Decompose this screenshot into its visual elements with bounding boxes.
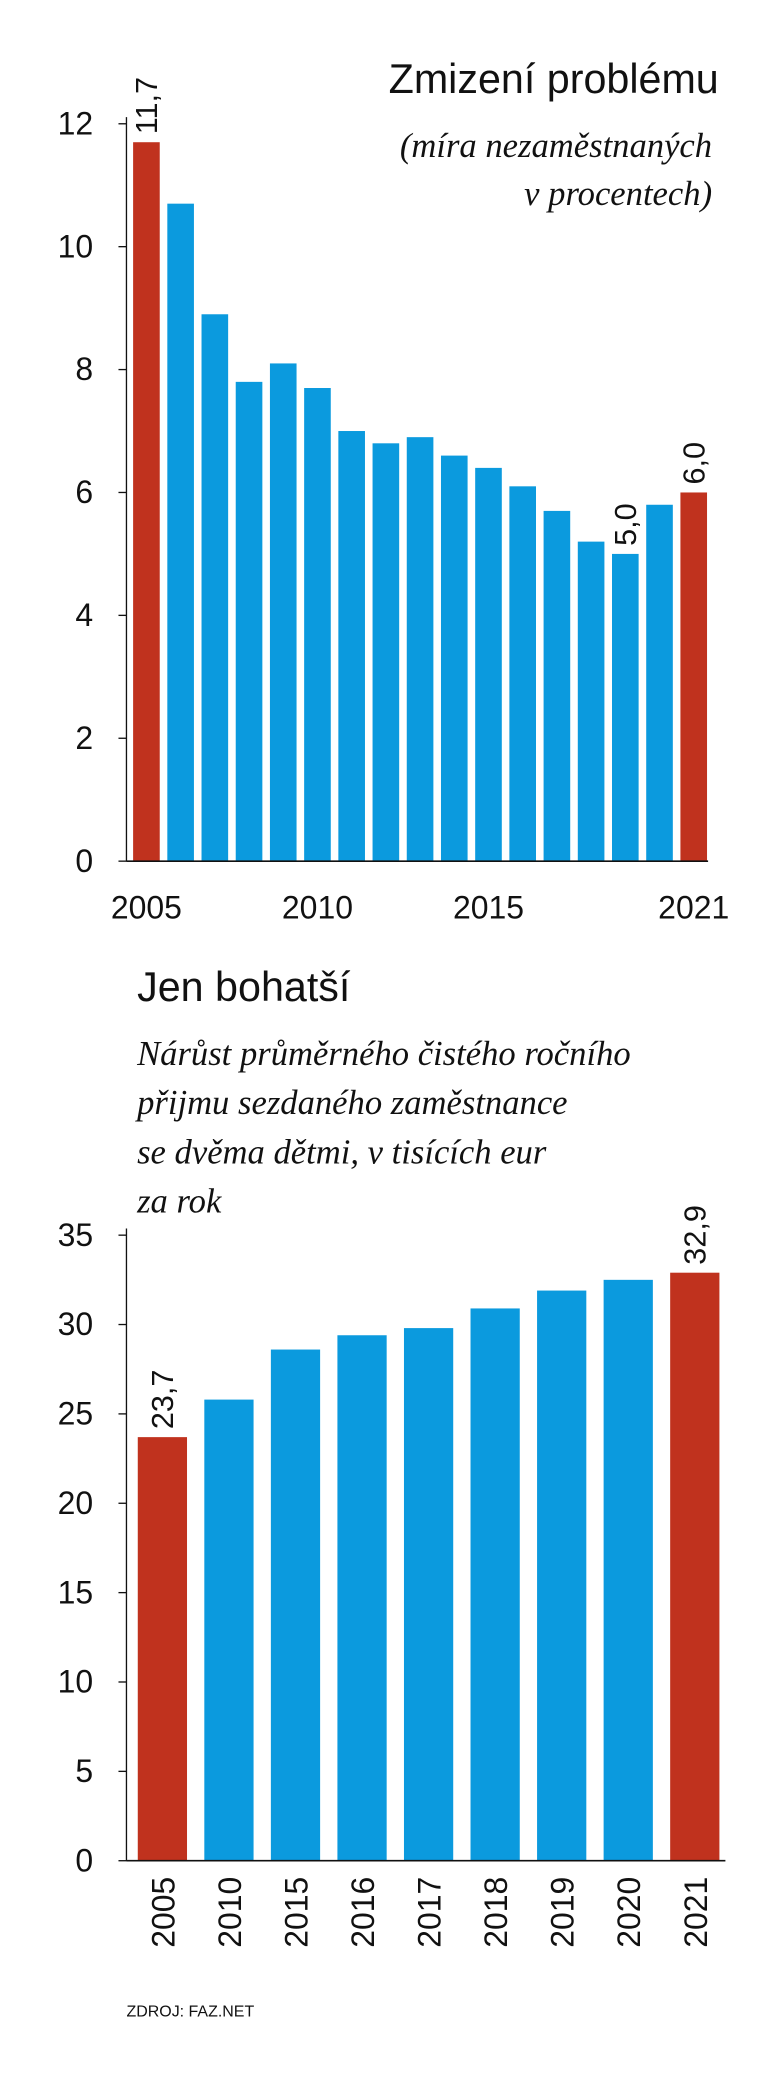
x-tick-label: 2015 [278, 1877, 314, 1948]
bar [269, 363, 297, 862]
x-tick-label: 2021 [678, 1877, 714, 1948]
bar [475, 467, 502, 862]
x-tick-label: 2018 [478, 1877, 514, 1948]
bar [543, 510, 571, 862]
bar [137, 1437, 188, 1861]
bar [603, 1279, 653, 1861]
bar [167, 203, 194, 862]
subtitle: přijmu sezdaného zaměstnance [134, 1084, 567, 1122]
y-tick-label: 2 [75, 720, 93, 756]
bar [338, 431, 365, 862]
x-tick-label: 2015 [453, 889, 524, 925]
value-label: 32,9 [678, 1205, 712, 1265]
y-tick-label: 10 [58, 228, 94, 264]
x-tick-label: 2005 [111, 889, 182, 925]
subtitle: se dvěma dětmi, v tisících eur [137, 1133, 547, 1171]
bar [406, 437, 434, 862]
bar [337, 1335, 387, 1861]
bar [670, 1272, 720, 1861]
chart-title: Jen bohatší [137, 964, 351, 1010]
bar [201, 314, 229, 862]
x-tick-label: 2020 [611, 1877, 647, 1948]
bar [577, 541, 605, 862]
y-tick-label: 0 [75, 843, 93, 879]
y-tick-label: 5 [75, 1753, 93, 1789]
y-tick-label: 20 [58, 1485, 94, 1521]
x-tick-label: 2019 [545, 1877, 581, 1948]
subtitle: Nárůst průměrného čistého ročního [136, 1035, 631, 1073]
y-tick-label: 10 [58, 1664, 94, 1700]
x-tick-label: 2017 [412, 1877, 448, 1948]
chart-title: Zmizení problému [389, 56, 719, 102]
x-tick-label: 2010 [282, 889, 353, 925]
bar [440, 455, 468, 862]
bar [680, 492, 708, 862]
y-tick-label: 25 [58, 1396, 94, 1432]
value-label: 6,0 [677, 442, 711, 485]
bar [204, 1399, 254, 1861]
x-tick-label: 2016 [345, 1877, 381, 1948]
subtitle: v procentech) [524, 175, 712, 213]
value-label: 23,7 [146, 1370, 180, 1430]
bar [235, 381, 263, 862]
x-tick-label: 2021 [658, 889, 729, 925]
subtitle: (míra nezaměstnaných [400, 127, 712, 165]
x-tick-label: 2005 [145, 1877, 181, 1948]
source: ZDROJ: FAZ.NET [126, 2003, 254, 2020]
bar [304, 388, 331, 862]
y-tick-label: 12 [58, 105, 94, 141]
bar [537, 1290, 587, 1861]
bar [509, 486, 537, 862]
bar [372, 443, 400, 862]
x-tick-label: 2010 [212, 1877, 248, 1948]
bar [470, 1308, 520, 1861]
value-label: 11,7 [130, 77, 164, 134]
value-label: 5,0 [609, 503, 643, 546]
y-tick-label: 0 [75, 1842, 93, 1878]
y-tick-label: 4 [75, 597, 93, 633]
bar [403, 1328, 454, 1861]
y-tick-label: 30 [58, 1306, 94, 1342]
bar [646, 504, 673, 862]
subtitle: za rok [136, 1183, 222, 1221]
bar [270, 1349, 321, 1861]
bar [612, 553, 639, 862]
y-tick-label: 8 [75, 351, 93, 387]
bar [133, 142, 160, 862]
y-tick-label: 15 [58, 1574, 94, 1610]
y-tick-label: 35 [58, 1217, 94, 1253]
y-tick-label: 6 [75, 474, 93, 510]
